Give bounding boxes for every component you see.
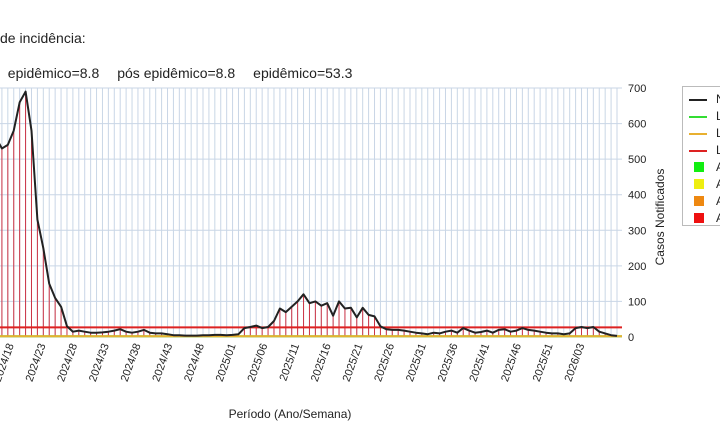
x-tick-label: 2025/46 <box>499 342 524 383</box>
x-tick-label: 2025/41 <box>467 342 492 383</box>
legend-label: A <box>716 194 720 208</box>
legend-item: A <box>683 211 720 227</box>
grid <box>0 87 622 338</box>
x-tick-label: 2025/21 <box>341 342 366 383</box>
legend-item: L <box>683 143 720 159</box>
x-tick-label: 2025/01 <box>214 342 239 383</box>
x-tick-label: 2025/16 <box>309 342 334 383</box>
y-tick-label: 0 <box>628 332 634 344</box>
x-tick-label: 2024/48 <box>182 342 207 383</box>
legend-item: A <box>683 177 720 193</box>
legend-item: L <box>683 109 720 125</box>
x-tick-label: 2025/26 <box>372 342 397 383</box>
x-tick-label: 2024/43 <box>150 342 175 383</box>
legend-label: A <box>716 211 720 225</box>
y-tick-label: 500 <box>628 154 646 166</box>
legend-square-swatch <box>694 179 704 189</box>
y-axis-label: Casos Notificados <box>653 169 667 266</box>
y-tick-label: 100 <box>628 296 646 308</box>
x-tick-label: 2025/31 <box>404 342 429 383</box>
y-tick-label: 200 <box>628 261 646 273</box>
y-tick-label: 300 <box>628 225 646 237</box>
x-tick-label: 2025/51 <box>531 342 556 383</box>
stat-post-epidemic: pós epidêmico=8.8 <box>117 65 236 81</box>
legend-label: L <box>716 126 720 140</box>
legend-square-swatch <box>694 196 704 206</box>
x-tick-label: 2026/03 <box>563 342 588 383</box>
legend-square-swatch <box>694 162 704 172</box>
y-tick-label: 600 <box>628 119 646 131</box>
x-tick-label: 2024/28 <box>55 342 80 383</box>
stat-epidemic: epidêmico=53.3 <box>253 65 353 81</box>
legend-label: A <box>716 160 720 174</box>
legend-item: N <box>683 92 720 108</box>
legend-line-swatch <box>689 133 707 135</box>
y-tick-label: 400 <box>628 190 646 202</box>
legend-label: L <box>716 109 720 123</box>
legend-item: A <box>683 194 720 210</box>
x-tick-label: 2024/38 <box>119 342 144 383</box>
chart-title: de incidência: <box>0 30 86 46</box>
x-tick-label: 2025/36 <box>436 342 461 383</box>
legend-line-swatch <box>689 116 707 118</box>
legend-item: L <box>683 126 720 142</box>
x-tick-label: 2024/33 <box>87 342 112 383</box>
legend-item: A <box>683 160 720 176</box>
stat-pre-epidemic: epidêmico=8.8 <box>7 65 100 81</box>
threshold-stats: epidêmico=8.8 pós epidêmico=8.8 epidêmico=… <box>0 49 370 81</box>
legend: NLLLAAAA <box>682 86 720 226</box>
x-tick-label: 2024/18 <box>0 342 17 383</box>
x-tick-label: 2025/11 <box>278 342 303 383</box>
legend-square-swatch <box>694 213 704 223</box>
x-tick-label: 2024/23 <box>24 342 49 383</box>
x-tick-label: 2025/06 <box>246 342 271 383</box>
legend-line-swatch <box>689 150 707 152</box>
x-tick-labels: 2024/18 2024/23 2024/28 2024/33 2024/38 2024/… <box>0 342 587 383</box>
legend-label: A <box>716 177 720 191</box>
legend-label: N <box>716 92 720 106</box>
legend-label: L <box>716 143 720 157</box>
y-tick-labels: 0 100 200 300 400 500 600 700 <box>628 83 646 344</box>
y-tick-label: 700 <box>628 83 646 95</box>
series-path <box>0 90 618 337</box>
threshold-lines <box>0 326 622 338</box>
x-axis-label: Período (Ano/Semana) <box>229 407 352 421</box>
legend-line-swatch <box>689 99 707 101</box>
series-line <box>0 90 618 337</box>
